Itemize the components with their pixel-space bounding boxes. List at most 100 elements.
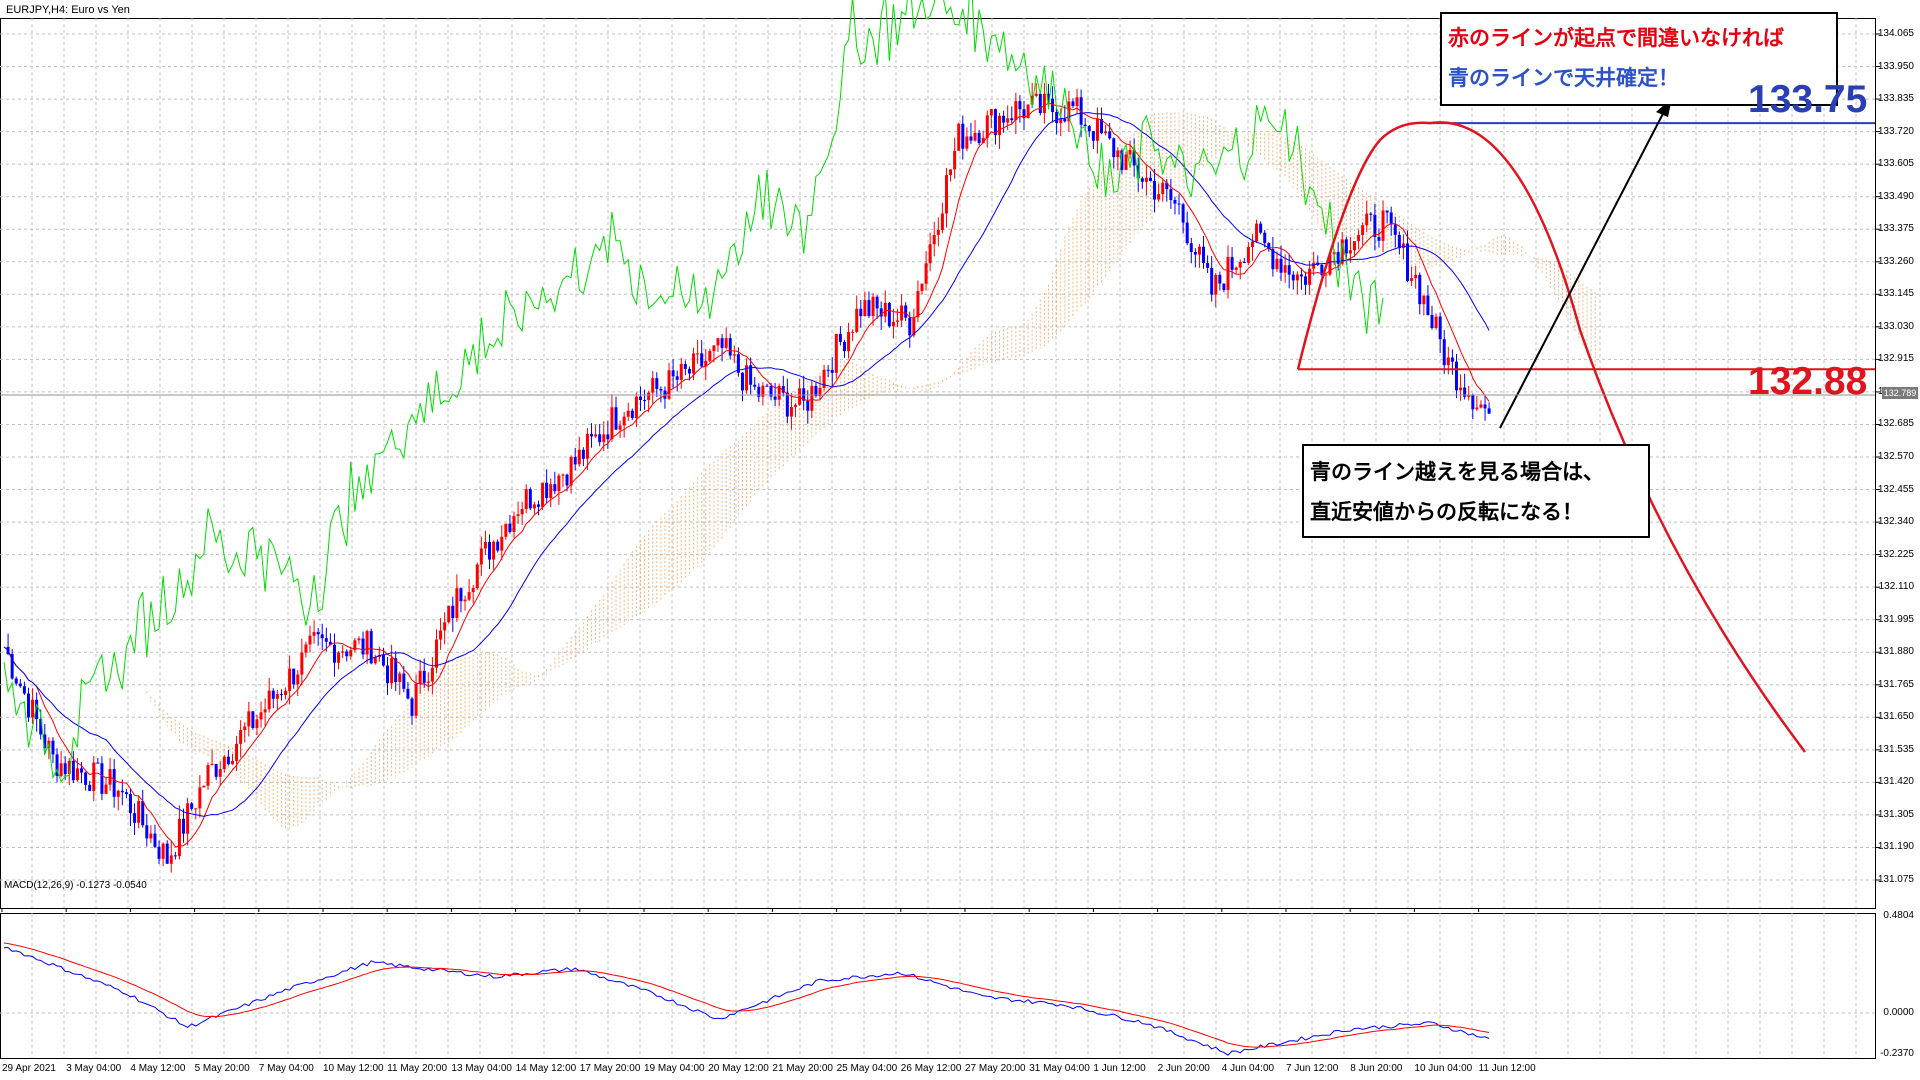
candle-body [1373, 214, 1377, 237]
candle-body [145, 825, 149, 839]
time-tick-label: 11 Jun 12:00 [1478, 1063, 1536, 1074]
candle-body [1148, 177, 1152, 181]
candle-body [1083, 124, 1087, 127]
candle-body [1002, 115, 1006, 123]
candle-body [149, 833, 153, 839]
candle-body [973, 132, 977, 141]
price-tick-label: 131.650 [1877, 711, 1914, 723]
candle-body [614, 407, 618, 430]
candle-body [398, 673, 402, 683]
candle-body [1206, 263, 1210, 268]
candle-body [1230, 257, 1234, 270]
candle-body [891, 321, 895, 327]
candle-body [1153, 180, 1157, 200]
candle-body [532, 504, 536, 509]
candle-body [1361, 225, 1365, 236]
candle-body [1234, 267, 1238, 270]
candle-body [1046, 93, 1050, 99]
candle-body [202, 785, 206, 788]
candle-body [104, 784, 108, 794]
price-tick-label: 133.490 [1877, 190, 1914, 202]
candle-body [1059, 118, 1063, 124]
time-tick-label: 10 May 12:00 [323, 1063, 384, 1074]
macd-tick-label: 0.0000 [1883, 1007, 1914, 1018]
candle-body [1446, 357, 1450, 366]
candle-body [426, 681, 430, 683]
candle-body [1173, 200, 1177, 204]
candle-body [1214, 274, 1218, 295]
candle-body [455, 588, 459, 619]
candle-body [851, 331, 855, 333]
candle-body [51, 740, 55, 755]
candle-body [855, 308, 859, 332]
candle-body [724, 338, 728, 348]
candle-body [1169, 189, 1173, 201]
candle-body [528, 489, 532, 509]
candle-body [1067, 101, 1071, 122]
candle-body [598, 434, 602, 443]
candle-body [745, 365, 749, 391]
candle-body [1055, 111, 1059, 124]
candle-body [341, 651, 345, 653]
candle-body [944, 175, 948, 214]
price-tick-label: 133.605 [1877, 158, 1914, 170]
candle-body [1471, 395, 1475, 410]
candle-body [720, 338, 724, 348]
candle-body [157, 846, 161, 859]
candle-body [1312, 262, 1316, 269]
candle-body [610, 407, 614, 440]
price-tick-label: 133.145 [1877, 288, 1914, 300]
candle-body [577, 449, 581, 465]
candle-body [557, 475, 561, 492]
candle-body [1018, 101, 1022, 110]
candle-body [949, 169, 953, 176]
candle-body [875, 296, 879, 309]
candle-body [520, 508, 524, 515]
price-tick-label: 133.950 [1877, 60, 1914, 72]
candle-body [1475, 407, 1479, 410]
price-tick-label: 133.375 [1877, 223, 1914, 235]
candle-body [1161, 182, 1165, 195]
candle-body [871, 296, 875, 317]
time-tick-label: 17 May 20:00 [579, 1063, 641, 1074]
candle-body [920, 283, 924, 292]
candle-body [1226, 257, 1230, 290]
candle-body [524, 489, 528, 509]
candle-body [414, 683, 418, 716]
bottom-annotation-line2: 直近安値からの反転になる！ [1310, 500, 1583, 524]
candle-body [35, 699, 39, 719]
candle-body [1189, 243, 1193, 253]
candle-body [304, 644, 308, 653]
candle-body [1348, 250, 1352, 254]
candle-body [777, 386, 781, 400]
candle-body [647, 392, 651, 401]
candle-body [716, 338, 720, 346]
candle-body [998, 115, 1002, 136]
candle-body [1385, 210, 1389, 213]
candle-body [182, 818, 186, 834]
candle-body [308, 635, 312, 645]
candle-body [618, 425, 622, 430]
candle-body [1112, 138, 1116, 157]
candle-body [186, 803, 190, 834]
candle-body [235, 743, 239, 761]
candle-body [622, 416, 626, 426]
candle-body [667, 370, 671, 399]
bottom-annotation-line1: 青のライン越えを見る場合は、 [1310, 460, 1604, 484]
candle-body [916, 291, 920, 318]
chart-grid [0, 18, 1880, 1059]
price-tick-label: 131.190 [1877, 841, 1914, 853]
candle-body [969, 136, 973, 141]
candle-body [1108, 131, 1112, 139]
candle-body [31, 699, 35, 718]
candle-body [430, 667, 434, 682]
candle-body [361, 638, 365, 655]
candle-body [634, 396, 638, 419]
time-tick-label: 8 Jun 20:00 [1350, 1063, 1403, 1074]
arc-projection-line [1296, 121, 1806, 753]
candle-body [728, 338, 732, 356]
candle-body [1304, 276, 1308, 285]
time-tick-label: 10 Jun 04:00 [1414, 1063, 1473, 1074]
candle-body [137, 801, 141, 823]
